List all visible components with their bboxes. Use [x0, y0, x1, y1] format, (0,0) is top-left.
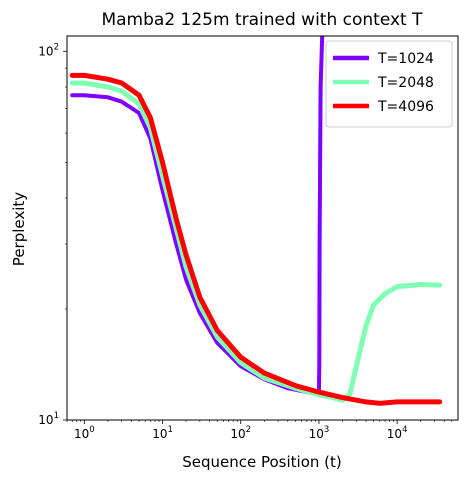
chart-title: Mamba2 125m trained with context T: [101, 10, 423, 30]
x-tick-label: 104: [387, 425, 408, 441]
y-tick-label: 102: [38, 42, 59, 58]
y-axis-label: Perplexity: [10, 192, 28, 266]
x-tick-label: 103: [309, 425, 330, 441]
series-line-t-1024: [70, 36, 325, 396]
legend: T=1024 T=2048 T=4096: [325, 40, 453, 128]
x-tick-label: 101: [152, 425, 173, 441]
legend-label: T=2048: [377, 75, 434, 91]
plot-frame: [66, 35, 459, 421]
x-tick-label: 102: [230, 425, 251, 441]
ticks-layer: 100 101 102 103 104 101 102: [38, 42, 453, 441]
series-line-t-4096: [69, 72, 443, 406]
y-tick-label: 101: [38, 411, 59, 427]
x-tick-label: 100: [74, 425, 95, 441]
legend-label: T=4096: [377, 99, 434, 115]
x-axis-label: Sequence Position (t): [182, 453, 342, 471]
series-layer: [69, 36, 443, 406]
legend-label: T=1024: [377, 51, 434, 67]
series-line-t-2048: [69, 80, 443, 403]
